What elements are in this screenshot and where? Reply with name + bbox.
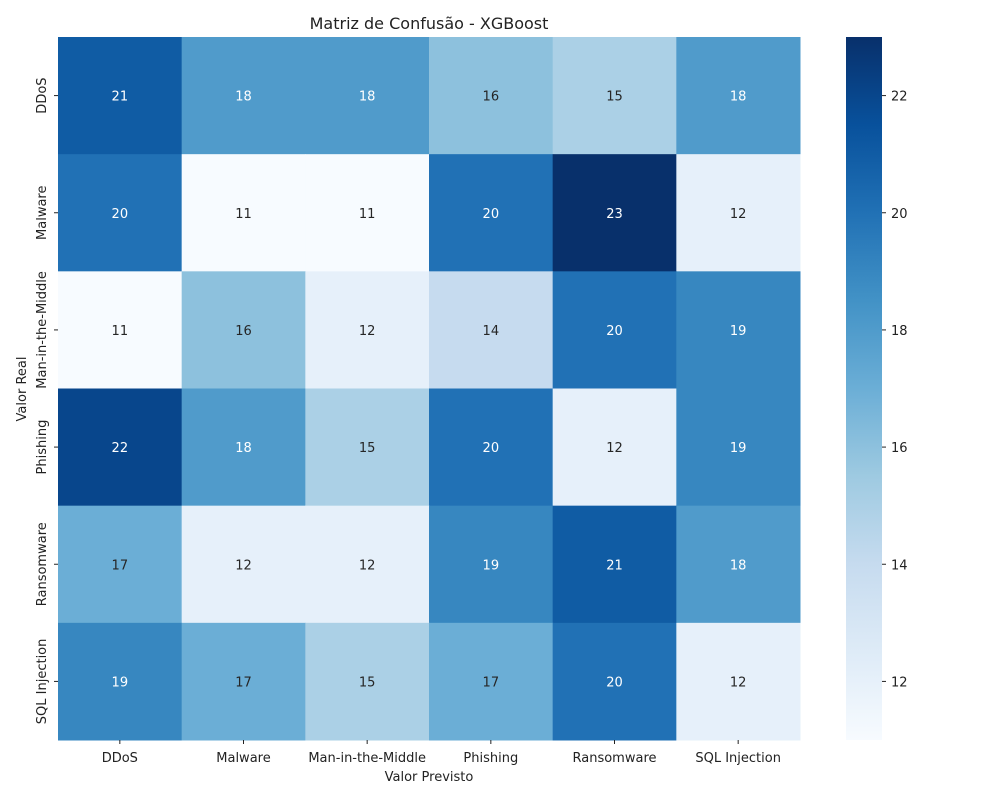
cell-value-label: 12 bbox=[235, 558, 252, 573]
chart-title: Matriz de Confusão - XGBoost bbox=[310, 14, 549, 33]
heatmap-cell bbox=[58, 622, 183, 741]
heatmap-cell bbox=[305, 388, 430, 507]
cell-value-label: 19 bbox=[730, 324, 747, 339]
colorbar bbox=[846, 37, 882, 740]
cell-value-label: 16 bbox=[483, 90, 500, 105]
heatmap-cell bbox=[58, 271, 183, 389]
heatmap-cell bbox=[305, 154, 430, 272]
heatmap-cell bbox=[552, 154, 677, 272]
cell-value-label: 17 bbox=[483, 675, 500, 690]
y-tick-label: SQL Injection bbox=[35, 639, 50, 725]
colorbar-tick-label: 16 bbox=[891, 441, 908, 456]
cell-value-label: 23 bbox=[606, 207, 623, 222]
heatmap-cell bbox=[676, 622, 801, 741]
cell-value-label: 21 bbox=[112, 90, 129, 105]
heatmap-cell bbox=[676, 271, 801, 389]
colorbar-tick-label: 20 bbox=[891, 207, 908, 222]
y-tick-label: DDoS bbox=[35, 77, 50, 113]
colorbar-tick-label: 22 bbox=[891, 90, 908, 105]
heatmap-cell bbox=[58, 505, 183, 624]
cell-value-label: 20 bbox=[606, 675, 623, 690]
cell-value-label: 18 bbox=[730, 558, 747, 573]
heatmap-cell bbox=[676, 505, 801, 624]
heatmap-cell bbox=[676, 388, 801, 507]
cell-value-label: 18 bbox=[235, 441, 252, 456]
x-tick-label: SQL Injection bbox=[695, 751, 781, 766]
cell-value-label: 20 bbox=[483, 441, 500, 456]
heatmap-cell bbox=[429, 505, 554, 624]
heatmap-cell bbox=[181, 154, 306, 272]
y-tick-label: Malware bbox=[35, 186, 50, 240]
y-tick-label: Man-in-the-Middle bbox=[35, 271, 50, 389]
colorbar-tick-label: 14 bbox=[891, 558, 908, 573]
heatmap-cell bbox=[429, 388, 554, 507]
cell-value-label: 12 bbox=[606, 441, 623, 456]
heatmap-cell bbox=[429, 271, 554, 389]
x-axis-title: Valor Previsto bbox=[385, 770, 474, 785]
colorbar-tick-label: 12 bbox=[891, 675, 908, 690]
cell-value-label: 18 bbox=[730, 90, 747, 105]
heatmap-cell bbox=[181, 505, 306, 624]
heatmap-cell bbox=[181, 37, 306, 155]
cell-value-label: 19 bbox=[730, 441, 747, 456]
colorbar-ticks: 12 14 16 18 20 22 bbox=[882, 90, 908, 690]
y-tick-label: Ransomware bbox=[35, 522, 50, 606]
heatmap-cell bbox=[552, 622, 677, 741]
heatmap-cell bbox=[429, 154, 554, 272]
heatmap-cell bbox=[429, 622, 554, 741]
heatmap-cell bbox=[552, 505, 677, 624]
heatmap-cell bbox=[552, 388, 677, 507]
colorbar-tick-label: 18 bbox=[891, 324, 908, 339]
cell-value-label: 17 bbox=[235, 675, 252, 690]
cell-value-label: 20 bbox=[606, 324, 623, 339]
heatmap-cell bbox=[58, 388, 183, 507]
cell-value-label: 12 bbox=[359, 324, 376, 339]
x-axis-ticks: DDoS Malware Man-in-the-Middle Phishing Rans… bbox=[102, 740, 781, 766]
y-tick-label: Phishing bbox=[35, 420, 50, 475]
cell-value-label: 12 bbox=[730, 675, 747, 690]
cell-value-label: 15 bbox=[606, 90, 623, 105]
cell-value-label: 16 bbox=[235, 324, 252, 339]
cell-value-label: 14 bbox=[483, 324, 500, 339]
y-axis-title: Valor Real bbox=[15, 357, 30, 422]
heatmap-cell bbox=[58, 37, 183, 155]
x-tick-label: Man-in-the-Middle bbox=[308, 751, 426, 766]
cell-value-label: 12 bbox=[730, 207, 747, 222]
cell-value-label: 18 bbox=[359, 90, 376, 105]
x-tick-label: Phishing bbox=[463, 751, 518, 766]
cell-value-label: 22 bbox=[112, 441, 129, 456]
heatmap-cell bbox=[181, 388, 306, 507]
cell-value-label: 11 bbox=[359, 207, 376, 222]
heatmap-cell bbox=[552, 37, 677, 155]
heatmap-cell bbox=[58, 154, 183, 272]
x-tick-label: Malware bbox=[216, 751, 270, 766]
cell-value-label: 15 bbox=[359, 675, 376, 690]
heatmap-cell bbox=[305, 505, 430, 624]
x-tick-label: Ransomware bbox=[573, 751, 657, 766]
heatmap-cell bbox=[552, 271, 677, 389]
cell-value-label: 11 bbox=[112, 324, 129, 339]
cell-value-label: 11 bbox=[235, 207, 252, 222]
heatmap-cell bbox=[181, 622, 306, 741]
heatmap-cell bbox=[305, 622, 430, 741]
heatmap-cell bbox=[181, 271, 306, 389]
x-tick-label: DDoS bbox=[102, 751, 138, 766]
heatmap-cell bbox=[676, 37, 801, 155]
y-axis-ticks: DDoS Malware Man-in-the-Middle Phishing Rans… bbox=[35, 77, 58, 724]
cell-value-label: 20 bbox=[112, 207, 129, 222]
cell-value-label: 12 bbox=[359, 558, 376, 573]
cell-value-label: 15 bbox=[359, 441, 376, 456]
heatmap-cells: 21 18 18 16 15 18 20 11 11 20 23 12 11 16 12 14 20 19 22 18… bbox=[58, 37, 801, 741]
cell-value-label: 20 bbox=[483, 207, 500, 222]
heatmap-cell bbox=[305, 37, 430, 155]
heatmap-cell bbox=[305, 271, 430, 389]
cell-value-label: 21 bbox=[606, 558, 623, 573]
cell-value-label: 18 bbox=[235, 90, 252, 105]
heatmap-cell bbox=[429, 37, 554, 155]
cell-value-label: 19 bbox=[112, 675, 129, 690]
cell-value-label: 17 bbox=[112, 558, 129, 573]
cell-value-label: 19 bbox=[483, 558, 500, 573]
heatmap-cell bbox=[676, 154, 801, 272]
